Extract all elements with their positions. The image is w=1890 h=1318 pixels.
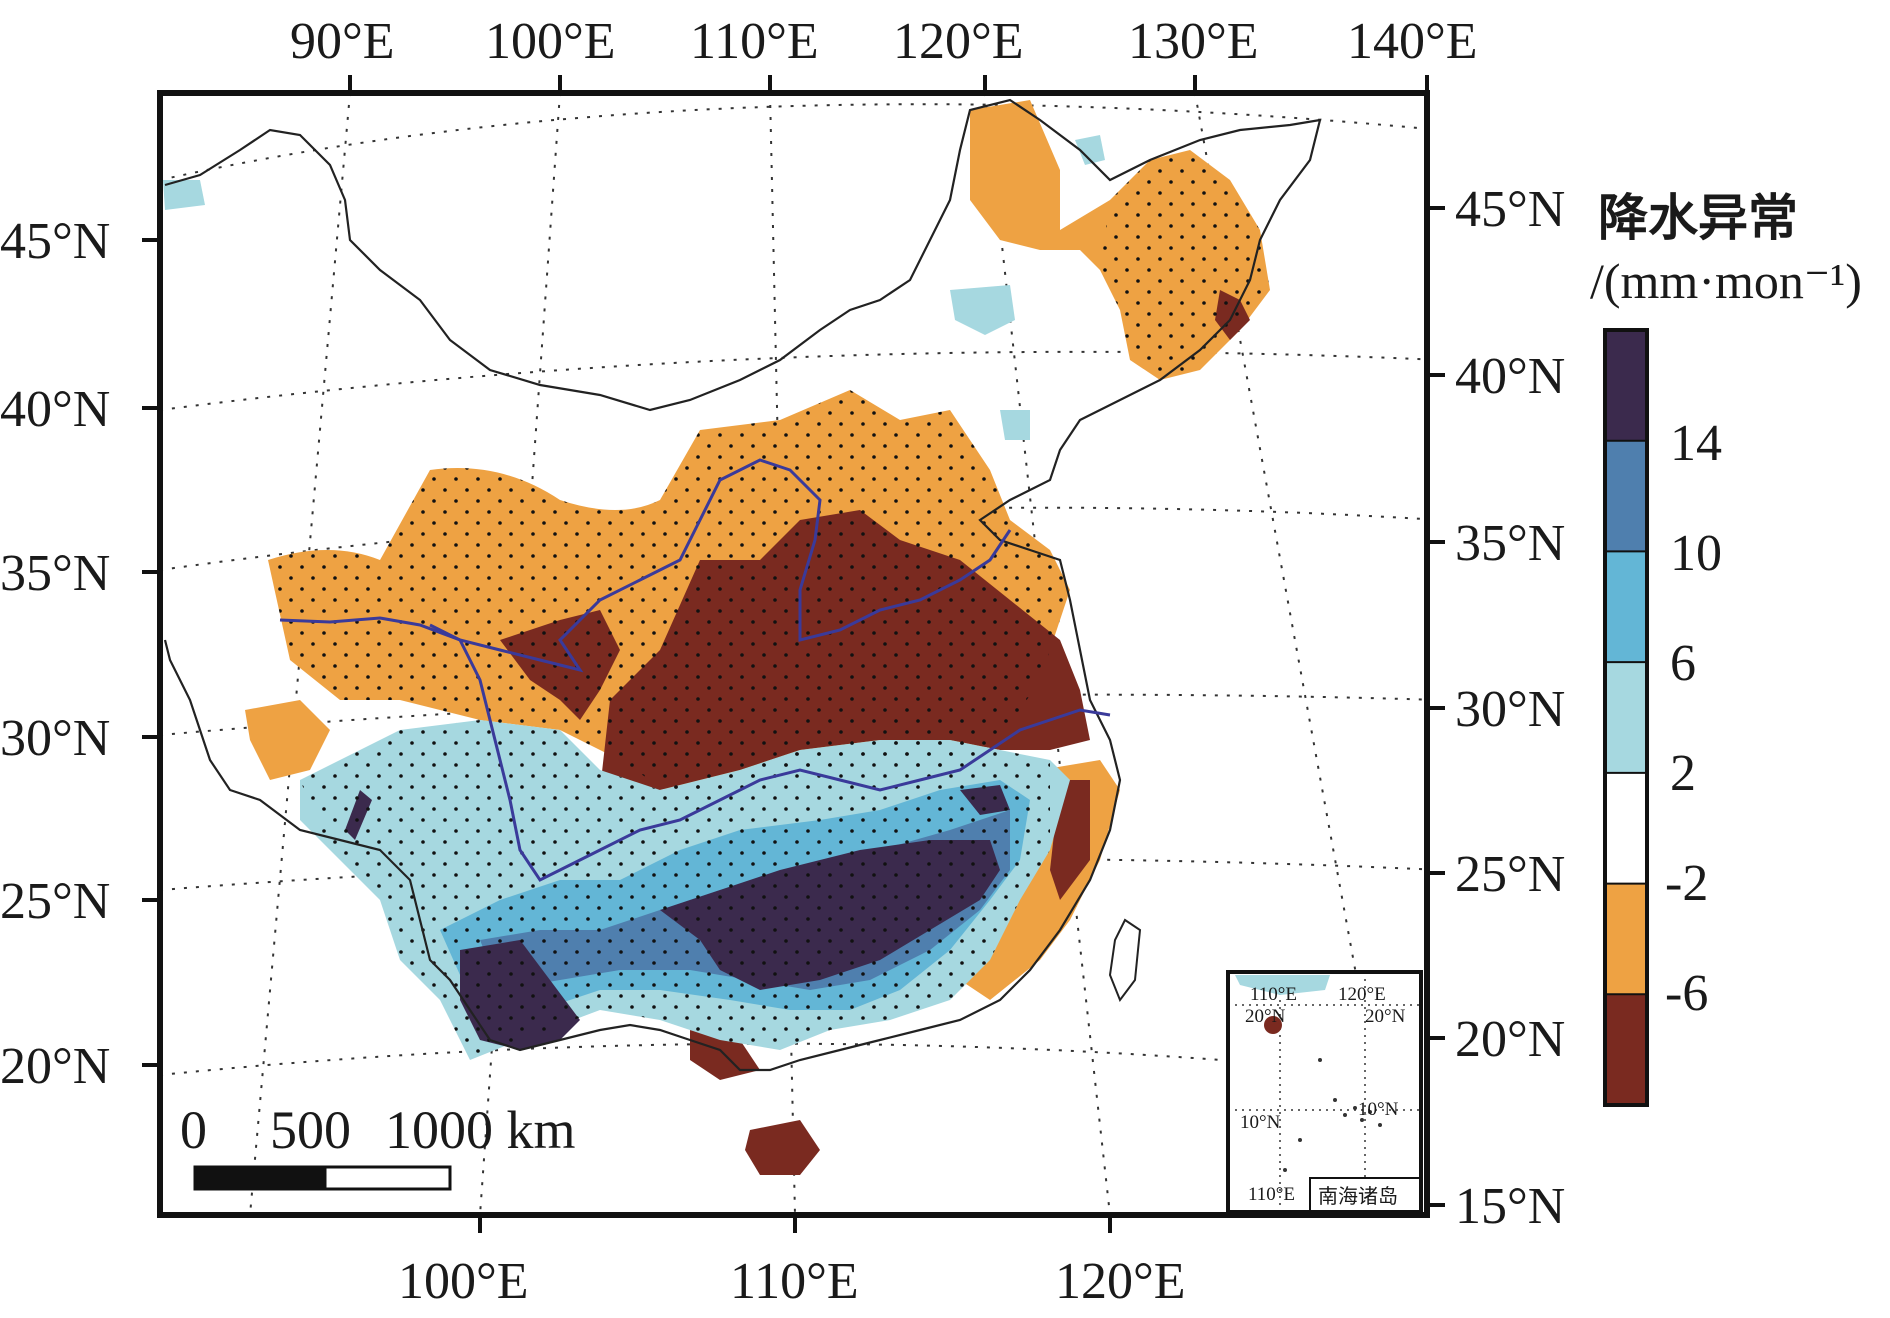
inset-lon-label-110-bottom: 110°E xyxy=(1248,1184,1295,1205)
lat-label-right-20: 20°N xyxy=(1455,1011,1565,1068)
lat-label-right-40: 40°N xyxy=(1455,348,1565,405)
lat-label-left-30: 30°N xyxy=(0,710,110,767)
inset-background xyxy=(1228,972,1421,1212)
lon-label-top-140: 140°E xyxy=(1347,13,1478,70)
dry-region-west xyxy=(245,700,330,780)
colorbar-segment xyxy=(1605,330,1647,442)
inset-island xyxy=(1298,1138,1302,1142)
lat-label-left-25: 25°N xyxy=(0,873,110,930)
lon-label-top-100: 100°E xyxy=(485,13,616,70)
inset-lon-label-110-top: 110°E xyxy=(1250,984,1297,1005)
lat-label-left-40: 40°N xyxy=(0,381,110,438)
yangtze-river xyxy=(429,623,1111,882)
lat-label-left-20: 20°N xyxy=(0,1038,110,1095)
colorbar-segment xyxy=(1605,662,1647,774)
inset-island xyxy=(1333,1098,1337,1102)
colorbar-tick-labels: 14 10 6 2 -2 -6 xyxy=(1665,415,1722,1022)
colorbar-tick-10: 10 xyxy=(1670,525,1722,582)
yellow-river xyxy=(279,458,1012,673)
lat-label-left-35: 35°N xyxy=(0,545,110,602)
taiwan-outline xyxy=(1108,918,1142,1003)
lat-label-right-25: 25°N xyxy=(1455,846,1565,903)
wet-spot-northeast-1 xyxy=(1075,135,1105,165)
inset-island xyxy=(1360,1118,1364,1122)
inset-title: 南海诸岛 xyxy=(1318,1184,1398,1208)
lat-label-right-45: 45°N xyxy=(1455,181,1565,238)
lon-label-bottom-100: 100°E xyxy=(398,1253,529,1310)
scale-bar: 0 500 1000 km xyxy=(180,1100,576,1191)
inset-lat-label-10-left: 10°N xyxy=(1240,1112,1281,1133)
inset-south-china-sea: 110°E 120°E 20°N 20°N 10°N 10°N 110°E 南海… xyxy=(1226,970,1423,1214)
inset-island xyxy=(1318,1058,1322,1062)
inset-lon-label-120-top: 120°E xyxy=(1338,984,1386,1005)
map-panel: 0 500 1000 km xyxy=(0,13,1565,1310)
inset-island xyxy=(1283,1168,1287,1172)
scale-bar-black-segment xyxy=(193,1165,327,1191)
colorbar-segment xyxy=(1605,883,1647,995)
legend-unit: /(mm·mon⁻¹) xyxy=(1590,253,1862,309)
inset-graticule xyxy=(1228,972,1421,1212)
inset-islands xyxy=(1283,1058,1382,1172)
dry-core-hainan xyxy=(745,1120,820,1175)
colorbar-segment xyxy=(1605,551,1647,663)
lat-label-right-35: 35°N xyxy=(1455,515,1565,572)
inset-hainan xyxy=(1264,1016,1282,1034)
wet-spot-northeast-3 xyxy=(1000,410,1030,440)
scale-label-500: 500 xyxy=(270,1100,351,1160)
colorbar-tick-minus6: -6 xyxy=(1665,965,1708,1022)
right-lat-labels: 45°N 40°N 35°N 30°N 25°N 20°N 15°N xyxy=(1455,181,1565,1235)
inset-frame xyxy=(1226,970,1423,1214)
graticule-lat-35 xyxy=(160,506,1427,571)
colorbar-segment xyxy=(1605,994,1647,1106)
map-contents: 0 500 1000 km xyxy=(160,93,1427,1215)
colorbar-tick-2: 2 xyxy=(1670,745,1696,802)
inset-lat-label-20-right: 20°N xyxy=(1365,1006,1406,1027)
lon-label-bottom-120: 120°E xyxy=(1055,1253,1186,1310)
china-border xyxy=(163,98,1322,1072)
lon-label-top-120: 120°E xyxy=(893,13,1024,70)
inset-island xyxy=(1378,1123,1382,1127)
colorbar-tick-minus2: -2 xyxy=(1665,855,1708,912)
scale-bar-white-segment xyxy=(323,1165,452,1191)
axis-ticks xyxy=(142,75,1445,1233)
lon-label-top-130: 130°E xyxy=(1128,13,1259,70)
wet-spot-northeast-2 xyxy=(950,285,1015,335)
inset-lat-label-20-left: 20°N xyxy=(1245,1006,1286,1027)
graticule-lat-45 xyxy=(160,103,1427,181)
scale-label-0: 0 xyxy=(180,1100,207,1160)
stipple-dry-north xyxy=(268,390,1070,800)
stipple-wet-south xyxy=(300,720,1050,1060)
colorbar-segment xyxy=(1605,440,1647,552)
inset-island xyxy=(1353,1106,1357,1110)
bottom-lon-labels: 100°E 110°E 120°E xyxy=(398,1253,1186,1310)
inset-title-box xyxy=(1309,1177,1421,1212)
lon-label-bottom-110: 110°E xyxy=(730,1253,859,1310)
colorbar-segment xyxy=(1605,772,1647,885)
wet-spot-west-edge xyxy=(163,180,205,210)
colorbar-legend: 降水异常 /(mm·mon⁻¹) 14 10 6 2 -2 -6 xyxy=(1590,189,1862,1107)
colorbar-tick-6: 6 xyxy=(1670,635,1696,692)
lat-label-right-15: 15°N xyxy=(1455,1178,1565,1235)
lat-label-right-30: 30°N xyxy=(1455,681,1565,738)
lon-label-top-110: 110°E xyxy=(690,13,819,70)
scale-label-1000km: 1000 km xyxy=(385,1100,576,1160)
legend-title: 降水异常 xyxy=(1598,189,1798,247)
colorbar-tick-14: 14 xyxy=(1670,415,1722,472)
colorbar xyxy=(1605,330,1647,1106)
lon-label-top-90: 90°E xyxy=(290,13,395,70)
inset-coast-top xyxy=(1235,975,1330,995)
inset-island xyxy=(1368,1110,1372,1114)
left-lat-labels: 45°N 40°N 35°N 30°N 25°N 20°N xyxy=(0,213,110,1095)
inset-lat-label-10-right: 10°N xyxy=(1358,1099,1399,1120)
inset-island xyxy=(1343,1113,1347,1117)
top-lon-labels: 90°E 100°E 110°E 120°E 130°E 140°E xyxy=(290,13,1478,70)
colorbar-frame xyxy=(1603,328,1649,1107)
lat-label-left-45: 45°N xyxy=(0,213,110,270)
graticule-lon-90 xyxy=(249,93,351,1215)
anomaly-fields xyxy=(163,100,1270,1175)
